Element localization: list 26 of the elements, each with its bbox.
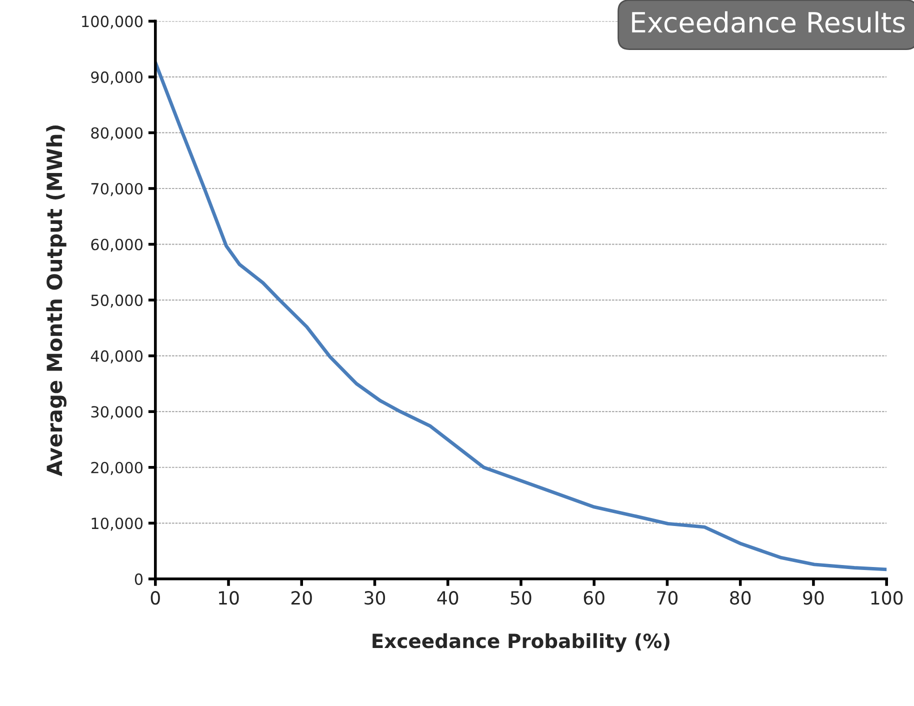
y-tick-label: 0 — [134, 573, 143, 585]
y-tick-label: 80,000 — [91, 127, 143, 140]
x-tick-label: 70 — [657, 591, 678, 605]
x-tick-label: 30 — [364, 591, 386, 605]
y-tick-label: 60,000 — [91, 238, 143, 252]
x-tick-label: 60 — [584, 591, 604, 605]
y-tick-label: 100,000 — [82, 16, 143, 29]
x-tick-label: 10 — [218, 591, 239, 605]
y-tick-label: 20,000 — [91, 462, 143, 475]
x-tick-label: 0 — [150, 591, 160, 605]
y-tick-label: 50,000 — [91, 294, 143, 308]
x-tick-label: 40 — [437, 591, 458, 605]
x-tick-label: 50 — [510, 591, 532, 605]
x-axis-title: Exceedance Probability (%) — [372, 633, 670, 652]
y-tick-label: 40,000 — [90, 350, 143, 364]
x-tick-label: 100 — [871, 591, 903, 605]
line-series — [155, 60, 887, 572]
y-tick-label: 90,000 — [91, 71, 143, 85]
y-axis-title: Average Month Output (MWh) — [46, 126, 67, 476]
x-tick-label: 80 — [730, 591, 751, 605]
chart-title: Exceedance Results — [632, 11, 905, 33]
x-tick-label: 90 — [803, 591, 824, 605]
y-tick-label: 70,000 — [91, 182, 143, 196]
y-tick-label: 10,000 — [92, 518, 143, 531]
x-tick-label: 20 — [291, 591, 312, 605]
y-tick-label: 30,000 — [91, 406, 143, 420]
